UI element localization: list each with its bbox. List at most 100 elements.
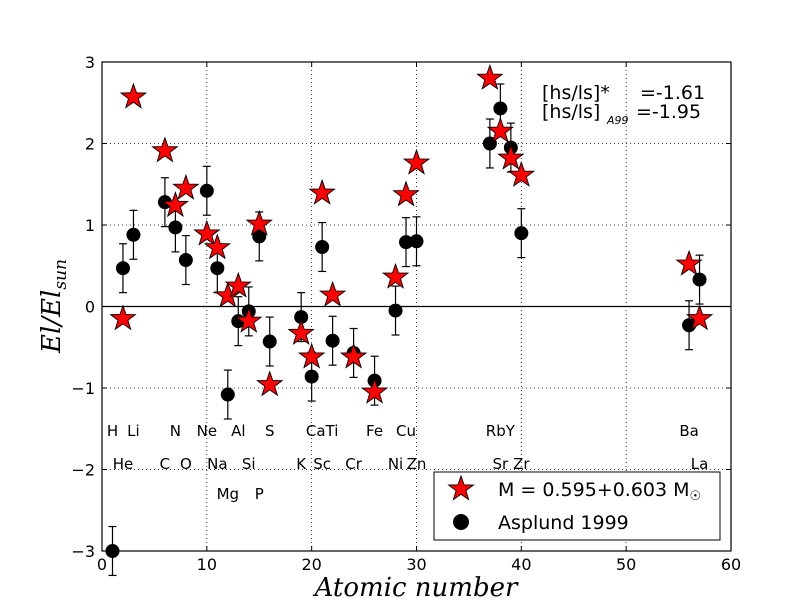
model-star-point: [476, 63, 504, 90]
model-star-point: [172, 173, 200, 200]
model-star-point: [224, 271, 252, 298]
asplund-point: [409, 234, 424, 249]
element-label: Zr: [513, 455, 530, 473]
y-tick-label: −3: [71, 542, 95, 561]
element-label: Si: [242, 455, 256, 473]
y-tick-label: −1: [71, 379, 95, 398]
element-label: La: [691, 455, 709, 473]
element-label: Cr: [345, 455, 362, 473]
x-tick-label: 20: [301, 555, 321, 574]
element-label: Ne: [197, 422, 217, 440]
model-star-point: [486, 116, 515, 143]
asplund-point: [126, 227, 141, 242]
y-tick-label: 0: [85, 298, 95, 317]
model-star-point: [339, 342, 368, 369]
y-tick-label: −2: [71, 461, 95, 480]
model-star-point: [308, 178, 336, 205]
model-star-point: [161, 191, 190, 218]
model-star-point: [119, 82, 148, 109]
element-label: Sr: [493, 455, 510, 473]
annotation-line2-value: =-1.95: [636, 101, 701, 123]
model-star-point: [151, 136, 179, 163]
asplund-point: [514, 226, 529, 241]
asplund-point: [168, 220, 183, 235]
asplund-point: [399, 235, 414, 250]
legend-label-asplund: Asplund 1999: [498, 512, 629, 534]
asplund-point: [115, 261, 130, 276]
asplund-point: [294, 310, 309, 325]
asplund-point: [210, 261, 225, 276]
axis-ticks: 0 10 20 30 40 50 60 −3 −2 −1 0 1 2 3: [71, 53, 741, 574]
element-label: Fe: [366, 422, 383, 440]
asplund-point: [493, 101, 508, 116]
element-label: CaTi: [306, 422, 339, 440]
model-star-point: [360, 377, 389, 404]
element-label: Na: [207, 455, 227, 473]
element-label: C: [160, 455, 170, 473]
model-star-point: [109, 304, 137, 331]
model-star-point: [193, 219, 221, 246]
model-star-point: [235, 306, 263, 333]
element-label: P: [255, 485, 264, 503]
model-star-point: [256, 370, 284, 397]
model-star-point: [297, 342, 326, 369]
asplund-point: [315, 240, 330, 255]
model-star-point: [497, 143, 525, 170]
asplund-point: [252, 229, 267, 244]
x-tick-label: 60: [721, 555, 741, 574]
element-label: Sc: [313, 455, 331, 473]
x-tick-label: 0: [97, 555, 107, 574]
x-tick-label: 10: [197, 555, 217, 574]
model-star-point: [245, 209, 273, 236]
model-star-point: [318, 280, 347, 307]
model-star-point: [507, 160, 536, 187]
legend-label-model: M = 0.595+0.603 M☉: [498, 479, 701, 504]
element-label: Zn: [407, 455, 427, 473]
asplund-point: [304, 369, 319, 384]
model-star-point: [402, 148, 431, 175]
element-label: Al: [231, 422, 245, 440]
model-star-point: [392, 180, 420, 207]
asplund-point: [220, 387, 235, 402]
y-tick-label: 1: [85, 216, 95, 235]
element-label: Li: [127, 422, 140, 440]
asplund-point: [325, 333, 340, 348]
asplund-point: [388, 303, 403, 318]
element-labels: H Li N Ne Al S CaTi Fe Cu RbY Ba He C O Na Si K Sc Cr Ni Zn S…: [107, 422, 708, 503]
element-label: He: [113, 455, 134, 473]
annotation-line2-sub: A99: [606, 114, 629, 127]
model-star-point: [675, 249, 703, 276]
element-label: Ni: [388, 455, 403, 473]
legend-star: [447, 474, 475, 501]
model-points: [109, 63, 714, 404]
annotation-line2-label: [hs/ls]: [542, 101, 600, 123]
element-label: Ba: [679, 422, 698, 440]
x-axis-label: Atomic number: [313, 573, 519, 603]
y-axis-label: El/Elsun: [37, 259, 71, 354]
model-star-point: [381, 262, 410, 289]
legend: M = 0.595+0.603 M☉ Asplund 1999: [433, 471, 721, 541]
annotation-line1-label: [hs/ls]*: [542, 82, 610, 104]
x-tick-label: 30: [406, 555, 426, 574]
y-tick-label: 3: [85, 53, 95, 72]
asplund-point: [692, 272, 707, 287]
legend-box: [433, 471, 721, 541]
x-tick-label: 50: [616, 555, 636, 574]
model-star-point: [203, 233, 232, 260]
element-label: RbY: [486, 422, 516, 440]
element-label: K: [296, 455, 307, 473]
x-tick-label: 40: [511, 555, 531, 574]
legend-star-marker: [447, 474, 475, 501]
model-star-point: [685, 304, 714, 331]
element-label: H: [107, 422, 118, 440]
asplund-point: [199, 183, 214, 198]
element-label: S: [265, 422, 275, 440]
element-label: Mg: [217, 485, 239, 503]
asplund-point: [178, 253, 193, 268]
element-label: N: [170, 422, 181, 440]
model-star-point: [287, 319, 315, 346]
element-label: Cu: [396, 422, 416, 440]
asplund-point: [262, 334, 277, 349]
element-label: O: [180, 455, 192, 473]
